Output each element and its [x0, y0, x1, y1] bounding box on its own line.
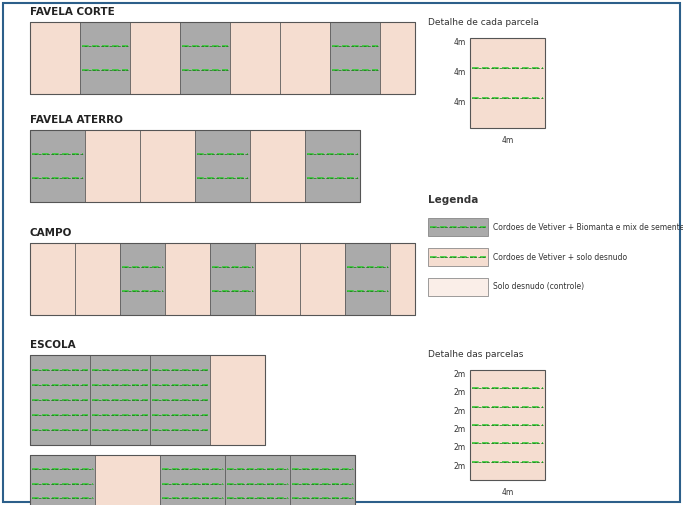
Bar	[30, 455, 355, 505]
Text: Legenda: Legenda	[428, 195, 478, 205]
Bar	[210, 243, 255, 315]
Bar	[280, 22, 330, 94]
Bar	[290, 455, 355, 505]
Text: 4m: 4m	[501, 136, 514, 145]
Bar	[225, 455, 290, 505]
Bar	[140, 130, 195, 202]
Text: FAVELA CORTE: FAVELA CORTE	[30, 7, 115, 17]
Bar	[470, 38, 545, 128]
Bar	[250, 130, 305, 202]
Text: Cordoes de Vetiver + Biomanta e mix de sementes: Cordoes de Vetiver + Biomanta e mix de s…	[493, 223, 683, 231]
Text: 2m: 2m	[454, 443, 466, 452]
Text: 2m: 2m	[454, 462, 466, 471]
Bar	[345, 243, 390, 315]
Bar	[130, 22, 180, 94]
Bar	[428, 278, 488, 296]
Bar	[180, 22, 230, 94]
Text: 4m: 4m	[454, 68, 466, 77]
Bar	[195, 130, 250, 202]
Text: 4m: 4m	[454, 98, 466, 107]
Text: 2m: 2m	[454, 388, 466, 397]
Bar	[95, 455, 160, 505]
Bar	[160, 455, 225, 505]
Bar	[30, 355, 90, 445]
Text: Detalhe de cada parcela: Detalhe de cada parcela	[428, 18, 539, 27]
Bar	[85, 130, 140, 202]
Bar	[120, 243, 165, 315]
Text: Solo desnudo (controle): Solo desnudo (controle)	[493, 282, 584, 291]
Text: 2m: 2m	[454, 407, 466, 416]
Bar	[428, 248, 488, 266]
Text: Detalhe das parcelas: Detalhe das parcelas	[428, 350, 523, 359]
Bar	[30, 130, 360, 202]
Bar	[30, 455, 95, 505]
Bar	[470, 370, 545, 480]
Bar	[255, 243, 300, 315]
Text: FAVELA ATERRO: FAVELA ATERRO	[30, 115, 123, 125]
Bar	[30, 22, 80, 94]
Bar	[30, 22, 415, 94]
Bar	[165, 243, 210, 315]
Text: 4m: 4m	[454, 38, 466, 47]
Bar	[150, 355, 210, 445]
Bar	[230, 22, 280, 94]
Bar	[300, 243, 345, 315]
Text: 4m: 4m	[501, 488, 514, 497]
Bar	[80, 22, 130, 94]
Text: Cordoes de Vetiver + solo desnudo: Cordoes de Vetiver + solo desnudo	[493, 252, 627, 262]
Bar	[305, 130, 360, 202]
Bar	[330, 22, 380, 94]
Text: CAMPO: CAMPO	[30, 228, 72, 238]
Bar	[380, 22, 415, 94]
Bar	[210, 355, 265, 445]
Bar	[90, 355, 150, 445]
Bar	[30, 130, 85, 202]
Bar	[75, 243, 120, 315]
Text: 2m: 2m	[454, 425, 466, 434]
Text: 2m: 2m	[454, 370, 466, 379]
Text: ESCOLA: ESCOLA	[30, 340, 76, 350]
Bar	[428, 218, 488, 236]
Bar	[390, 243, 415, 315]
Bar	[30, 355, 265, 445]
Bar	[30, 243, 415, 315]
Bar	[30, 243, 75, 315]
